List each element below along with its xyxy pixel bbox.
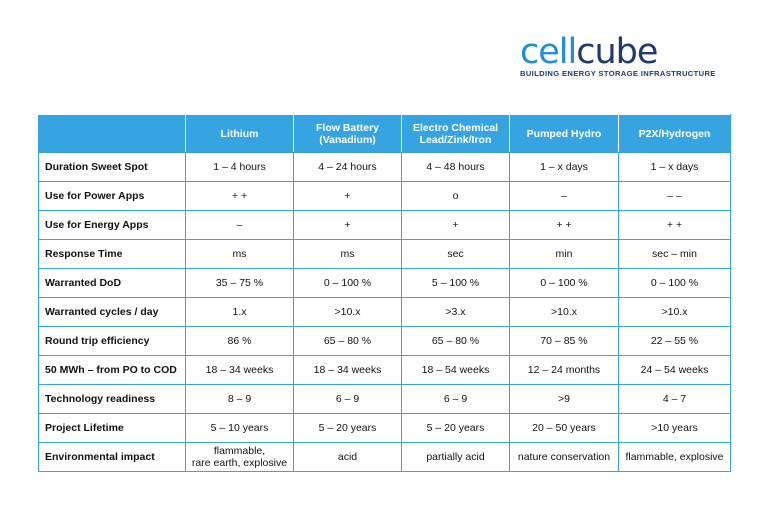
table-row: Warranted DoD 35 – 75 % 0 – 100 % 5 – 100 %…: [38, 268, 731, 298]
column-header-pumped-hydro: Pumped Hydro: [509, 114, 619, 153]
table-row: Use for Power Apps + + + o – – –: [38, 181, 731, 211]
table-cell: >10.x: [293, 297, 402, 327]
table-cell: 24 – 54 weeks: [618, 355, 731, 385]
logo-wordmark: cellcube: [520, 34, 730, 70]
table-row: Duration Sweet Spot 1 – 4 hours 4 – 24 hou…: [38, 152, 731, 182]
table-row: Response Time ms ms sec min sec – min: [38, 239, 731, 269]
table-cell: 35 – 75 %: [185, 268, 294, 298]
row-label: Warranted DoD: [38, 268, 186, 298]
table-cell: 5 – 10 years: [185, 413, 294, 443]
logo-word-cube: cube: [576, 32, 658, 72]
table-row: Project Lifetime 5 – 10 years 5 – 20 years…: [38, 413, 731, 443]
row-label: Project Lifetime: [38, 413, 186, 443]
table-cell: –: [185, 210, 294, 240]
table-cell: +: [293, 181, 402, 211]
table-cell: 70 – 85 %: [509, 326, 619, 356]
column-header-electro-chemical: Electro Chemical Lead/Zink/Iron: [401, 114, 510, 153]
table-cell: 0 – 100 %: [293, 268, 402, 298]
table-cell: 5 – 20 years: [293, 413, 402, 443]
storage-comparison-table: Lithium Flow Battery (Vanadium) Electro C…: [38, 114, 731, 472]
header-corner-cell: [38, 114, 186, 153]
table-cell: partially acid: [401, 442, 510, 472]
table-cell: flammable, rare earth, explosive: [185, 442, 294, 472]
table-cell: 1 – x days: [509, 152, 619, 182]
table-header-row: Lithium Flow Battery (Vanadium) Electro C…: [38, 114, 731, 153]
row-label: Response Time: [38, 239, 186, 269]
table-cell: 4 – 7: [618, 384, 731, 414]
table-cell: 1 – x days: [618, 152, 731, 182]
column-header-flow-battery: Flow Battery (Vanadium): [293, 114, 402, 153]
table-cell: 0 – 100 %: [509, 268, 619, 298]
table-cell: 1 – 4 hours: [185, 152, 294, 182]
table-cell: 6 – 9: [401, 384, 510, 414]
table-cell: 5 – 100 %: [401, 268, 510, 298]
table-cell: 18 – 34 weeks: [293, 355, 402, 385]
table-cell: –: [509, 181, 619, 211]
table-row: 50 MWh – from PO to COD 18 – 34 weeks 18 –…: [38, 355, 731, 385]
table-cell: acid: [293, 442, 402, 472]
table-cell: 4 – 24 hours: [293, 152, 402, 182]
table-cell: >10 years: [618, 413, 731, 443]
logo-word-cell: cell: [520, 32, 577, 72]
table-cell: sec – min: [618, 239, 731, 269]
row-label: Duration Sweet Spot: [38, 152, 186, 182]
table-cell: 6 – 9: [293, 384, 402, 414]
table-cell: +: [293, 210, 402, 240]
row-label: 50 MWh – from PO to COD: [38, 355, 186, 385]
table-cell: ms: [293, 239, 402, 269]
row-label: Environmental impact: [38, 442, 186, 472]
table-cell: 0 – 100 %: [618, 268, 731, 298]
table-cell: o: [401, 181, 510, 211]
table-cell: 22 – 55 %: [618, 326, 731, 356]
table-cell: sec: [401, 239, 510, 269]
table-row: Use for Energy Apps – + + + + + +: [38, 210, 731, 240]
table-cell: +: [401, 210, 510, 240]
table-cell: 12 – 24 months: [509, 355, 619, 385]
table-cell: 18 – 34 weeks: [185, 355, 294, 385]
table-cell: >3.x: [401, 297, 510, 327]
table-row: Environmental impact flammable, rare earth…: [38, 442, 731, 472]
row-label: Use for Power Apps: [38, 181, 186, 211]
row-label: Technology readiness: [38, 384, 186, 414]
row-label: Use for Energy Apps: [38, 210, 186, 240]
table-cell: 1.x: [185, 297, 294, 327]
row-label: Round trip efficiency: [38, 326, 186, 356]
column-header-p2x-hydrogen: P2X/Hydrogen: [618, 114, 731, 153]
table-cell: >9: [509, 384, 619, 414]
table-cell: 86 %: [185, 326, 294, 356]
table-cell: min: [509, 239, 619, 269]
table-cell: 4 – 48 hours: [401, 152, 510, 182]
table-cell: 18 – 54 weeks: [401, 355, 510, 385]
table-cell: 65 – 80 %: [401, 326, 510, 356]
table-cell: >10.x: [618, 297, 731, 327]
table-cell: 20 – 50 years: [509, 413, 619, 443]
table-row: Round trip efficiency 86 % 65 – 80 % 65 – 8…: [38, 326, 731, 356]
table-cell: + +: [185, 181, 294, 211]
table-cell: 8 – 9: [185, 384, 294, 414]
table-cell: 5 – 20 years: [401, 413, 510, 443]
table-cell: flammable, explosive: [618, 442, 731, 472]
logo-tagline: BUILDING ENERGY STORAGE INFRASTRUCTURE: [520, 69, 716, 78]
table-cell: nature conservation: [509, 442, 619, 472]
table-cell: – –: [618, 181, 731, 211]
table-cell: ms: [185, 239, 294, 269]
row-label: Warranted cycles / day: [38, 297, 186, 327]
column-header-lithium: Lithium: [185, 114, 294, 153]
table-cell: >10.x: [509, 297, 619, 327]
table-cell: 65 – 80 %: [293, 326, 402, 356]
table-cell: + +: [618, 210, 731, 240]
cellcube-logo: cellcube BUILDING ENERGY STORAGE INFRAST…: [520, 34, 730, 78]
table-row: Warranted cycles / day 1.x >10.x >3.x >10.x >…: [38, 297, 731, 327]
table-cell: + +: [509, 210, 619, 240]
